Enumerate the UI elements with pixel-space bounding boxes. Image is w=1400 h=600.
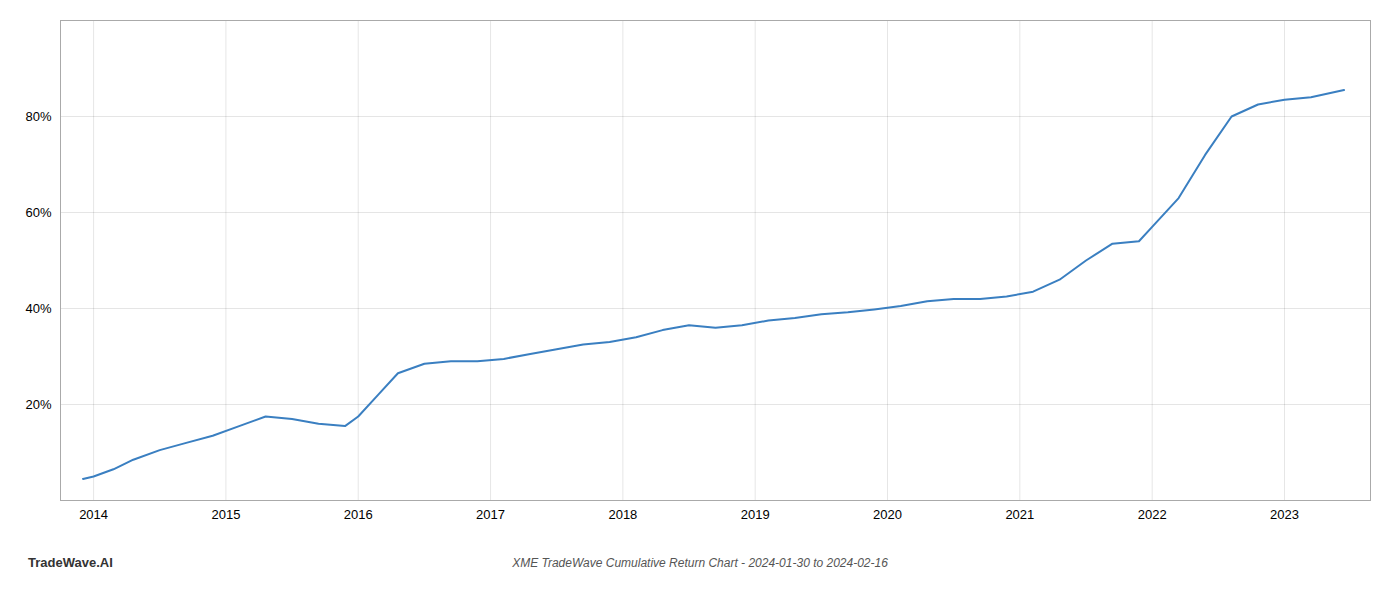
svg-text:2023: 2023 xyxy=(1270,507,1299,522)
svg-text:2022: 2022 xyxy=(1138,507,1167,522)
svg-text:80%: 80% xyxy=(25,109,51,124)
svg-text:2021: 2021 xyxy=(1005,507,1034,522)
svg-text:2015: 2015 xyxy=(211,507,240,522)
svg-text:2019: 2019 xyxy=(741,507,770,522)
svg-text:60%: 60% xyxy=(25,205,51,220)
svg-text:20%: 20% xyxy=(25,397,51,412)
svg-text:2018: 2018 xyxy=(608,507,637,522)
svg-text:2017: 2017 xyxy=(476,507,505,522)
svg-text:40%: 40% xyxy=(25,301,51,316)
html-text:TradeWave.AI: TradeWave.AI xyxy=(28,555,113,570)
svg-text:2014: 2014 xyxy=(79,507,108,522)
html-text:XME TradeWave Cumulative Retur: XME TradeWave Cumulative Return Chart - … xyxy=(512,556,888,570)
svg-text:2016: 2016 xyxy=(344,507,373,522)
svg-text:2020: 2020 xyxy=(873,507,902,522)
